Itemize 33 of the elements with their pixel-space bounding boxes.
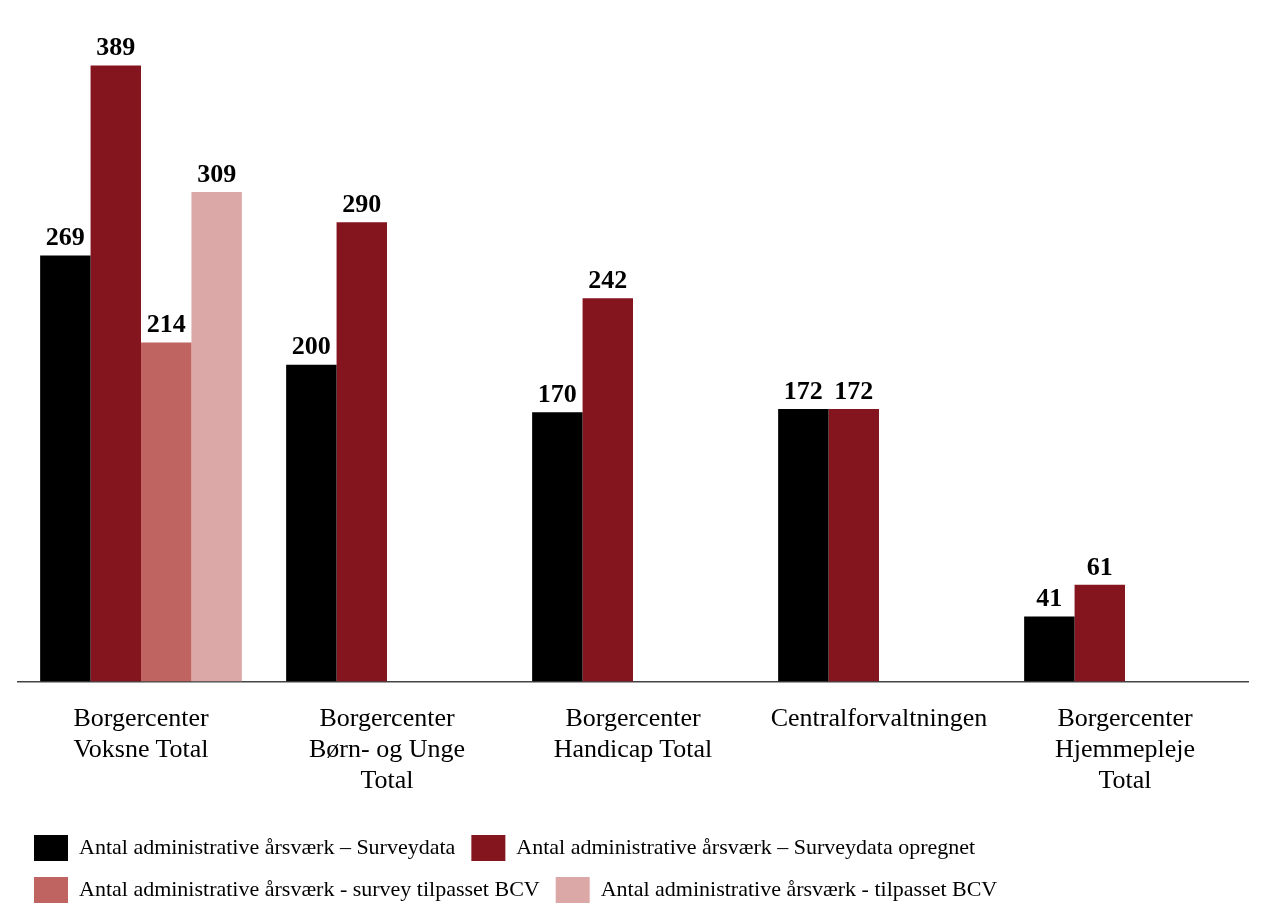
data-label: 269 <box>45 222 85 252</box>
data-label: 170 <box>537 378 577 408</box>
data-label: 61 <box>1086 551 1113 581</box>
data-label: 214 <box>146 309 186 339</box>
bar <box>532 412 583 682</box>
data-label: 309 <box>197 158 237 188</box>
data-label: 41 <box>1036 583 1063 613</box>
data-label: 172 <box>783 375 823 405</box>
bar <box>582 298 633 682</box>
x-tick-label: Centralforvaltningen <box>770 702 988 732</box>
legend-label: Antal administrative årsværk – Surveydata <box>79 833 456 859</box>
bar <box>336 222 387 682</box>
bar <box>40 255 91 682</box>
bar <box>191 192 242 682</box>
bar <box>1024 616 1075 682</box>
x-tick-label: Borgercenter Voksne Total <box>73 702 209 764</box>
x-tick-label: Borgercenter Hjemmepleje Total <box>1054 702 1196 795</box>
bar <box>1074 584 1125 682</box>
bar <box>286 364 337 682</box>
bar <box>828 409 879 682</box>
legend-label: Antal administrative årsværk – Surveydata opregnet <box>516 833 976 859</box>
bar <box>90 65 141 682</box>
data-label: 172 <box>834 375 874 405</box>
x-tick-label: Borgercenter Børn- og Unge Total <box>309 702 465 795</box>
legend-label: Antal administrative årsværk - tilpasset BCV <box>600 875 998 901</box>
data-label: 290 <box>342 188 382 218</box>
data-label: 200 <box>291 331 331 361</box>
data-label: 242 <box>588 264 628 294</box>
data-label: 389 <box>96 32 136 62</box>
bar <box>141 342 192 682</box>
bar <box>778 409 829 682</box>
x-tick-label: Borgercenter Handicap Total <box>553 702 713 764</box>
legend-label: Antal administrative årsværk - survey tilpasset BCV <box>79 875 540 901</box>
